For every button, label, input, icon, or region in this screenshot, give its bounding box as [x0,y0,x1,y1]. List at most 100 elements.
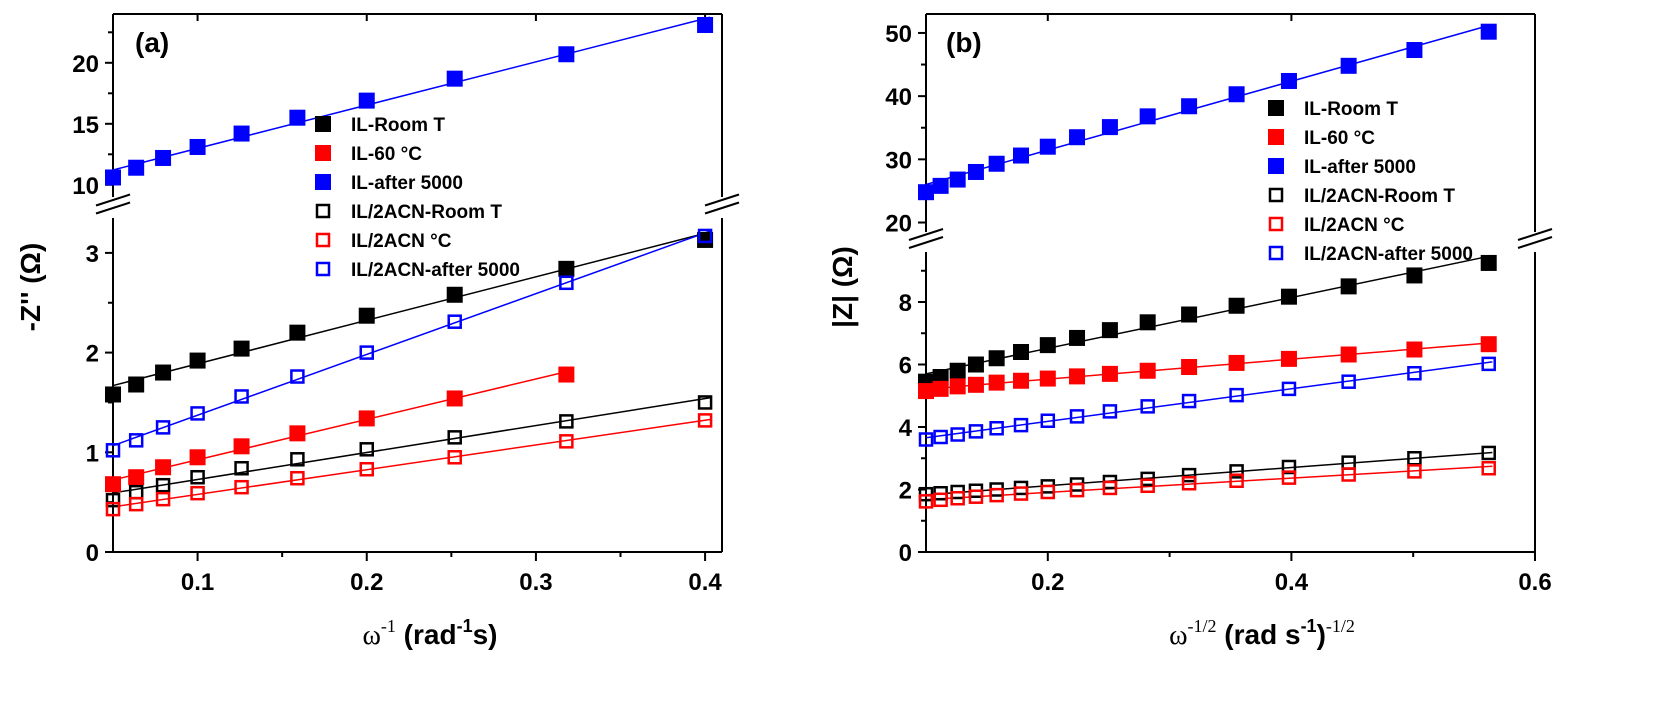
x-axis-title-part: (rad [396,619,457,650]
data-point-il-room-t [949,362,966,379]
data-point-il-2acn-c [1281,470,1297,485]
data-point-il-60-c [1139,362,1156,379]
data-point-il-60-c [918,383,934,400]
data-point-il-60-c [1181,359,1198,375]
fit-line-il-60-c [112,369,572,481]
legend-label: IL-60 °C [1304,128,1375,149]
x-axis-title-part: -1 [381,616,396,636]
data-point-il-2acn-after-5000 [559,275,574,291]
data-point-il-60-c [358,410,375,427]
data-point-il-2acn-c [1102,480,1118,496]
data-point-il-60-c [949,378,966,395]
data-point-il-2acn-after-5000 [128,433,144,448]
data-point-il-2acn-after-5000 [105,443,121,458]
legend-label: IL-Room T [1304,99,1398,120]
x-axis-title-part: -1 [1301,616,1317,636]
data-point-il-2acn-after-5000 [1013,417,1029,433]
data-point-il-2acn-room-t [1229,464,1244,479]
data-point-il-room-t [155,364,172,381]
x-axis-title-part: -1/2 [1326,616,1355,636]
data-point-il-2acn-c [359,461,374,477]
data-point-il-60-c [155,459,172,476]
data-point-il-after-5000 [233,125,250,142]
y-tick-label: 1 [86,440,99,467]
legend-label: IL-after 5000 [1304,157,1416,178]
data-point-il-60-c [558,366,575,383]
data-point-il-2acn-room-t [559,414,574,429]
legend-marker [1268,245,1284,261]
data-point-il-2acn-c [1341,467,1356,482]
data-point-il-after-5000 [189,138,206,155]
y-tick-label-upper: 20 [72,51,99,78]
axis-break-right-stroke-2 [1517,236,1553,249]
data-point-il-after-5000 [558,46,575,63]
legend-item-il-after-5000: IL-after 5000 [1268,157,1416,178]
legend-label: IL/2ACN-after 5000 [1304,244,1473,265]
y-axis-title: |Z| (Ω) [827,246,858,328]
y-tick-label-upper: 50 [885,21,912,48]
data-point-il-room-t [1406,267,1423,284]
data-point-il-after-5000 [1039,138,1056,155]
data-point-il-2acn-after-5000 [190,406,205,421]
data-point-il-2acn-room-t [1481,445,1496,461]
data-point-il-after-5000 [289,109,306,126]
data-point-il-2acn-c [697,413,713,428]
data-point-il-2acn-c [950,491,965,506]
legend-label: IL/2ACN °C [1304,215,1405,236]
data-point-il-60-c [1101,365,1118,382]
data-point-il-after-5000 [697,16,714,33]
data-point-il-2acn-after-5000 [1407,366,1422,381]
legend-marker [1268,216,1284,232]
data-point-il-2acn-c [1229,473,1244,488]
x-tick-label: 0.6 [1518,569,1551,596]
data-point-il-2acn-c [155,491,171,507]
data-point-il-after-5000 [1340,57,1357,74]
x-axis-title-part: ω [1169,620,1187,651]
data-point-il-2acn-after-5000 [950,427,965,442]
fit-line-il-2acn-c [112,418,711,508]
data-point-il-room-t [105,386,121,403]
legend-marker [315,203,331,219]
data-point-il-2acn-c [190,485,205,501]
data-point-il-after-5000 [358,92,375,109]
data-point-il-room-t [1181,306,1198,323]
data-point-il-60-c [1340,346,1357,363]
data-point-il-2acn-after-5000 [359,345,374,360]
data-point-il-2acn-after-5000 [989,421,1004,436]
data-point-il-2acn-c [1140,478,1155,493]
data-point-il-after-5000 [932,177,949,194]
data-point-il-2acn-after-5000 [1102,404,1118,419]
data-point-il-2acn-room-t [447,430,462,445]
fit-line-il-2acn-room-t [112,397,711,494]
data-point-il-2acn-after-5000 [1140,399,1155,414]
legend-item-il-60-c: IL-60 °C [1268,128,1375,149]
legend-item-il-2acn-after-5000: IL/2ACN-after 5000 [1268,244,1473,265]
data-point-il-room-t [558,260,575,277]
x-tick-label: 0.4 [1275,569,1309,596]
data-point-il-2acn-room-t [190,469,205,485]
legend-item-il-2acn-c: IL/2ACN °C [1268,215,1405,236]
data-point-il-2acn-c [447,450,462,465]
axis-break-right-stroke-1 [1517,228,1553,241]
y-tick-label: 6 [899,353,912,380]
data-point-il-2acn-c [128,496,144,512]
legend-marker [315,116,331,132]
data-point-il-after-5000 [1280,72,1297,89]
y-tick-label-upper: 20 [885,211,912,238]
y-tick-label: 4 [899,415,913,442]
legend: IL-Room T IL-60 °C IL-after 5000 IL/2ACN-Ro… [1268,99,1473,265]
data-point-il-2acn-room-t [697,395,713,410]
data-point-il-room-t [128,376,145,393]
x-axis-title-part: (rad s [1217,619,1301,650]
legend-label: IL/2ACN-after 5000 [351,260,520,281]
x-axis-title-part: -1/2 [1188,616,1217,636]
data-point-il-after-5000 [988,155,1005,172]
axis-break-right-stroke-1 [704,193,740,207]
data-point-il-60-c [1228,354,1245,371]
data-point-il-room-t [1101,322,1118,339]
x-tick-label: 0.3 [519,569,552,596]
data-point-il-2acn-c [1181,476,1197,491]
x-axis-title-part: ) [1317,619,1326,650]
